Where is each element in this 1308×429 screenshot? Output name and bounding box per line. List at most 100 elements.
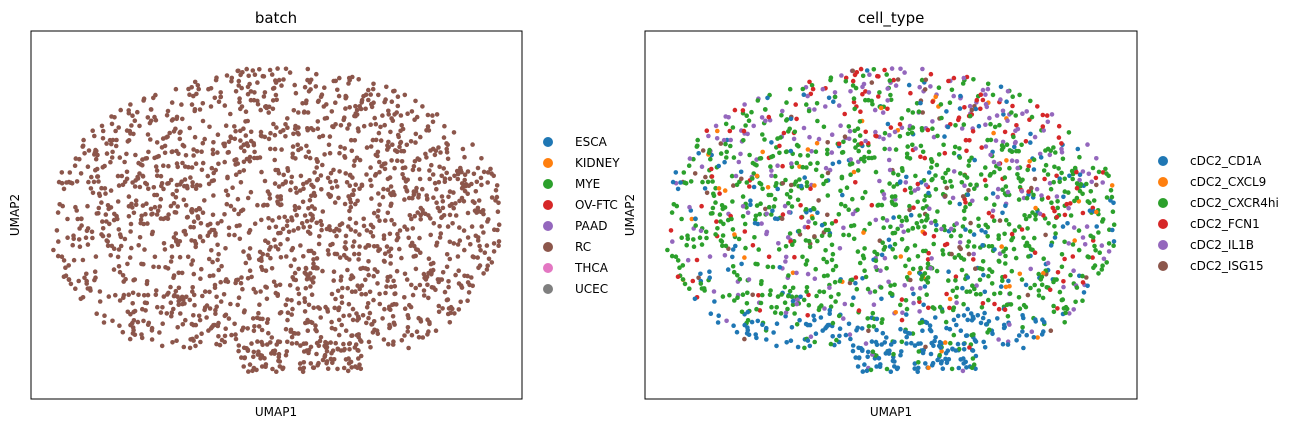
scatter-point: [180, 160, 185, 166]
scatter-point: [776, 247, 782, 252]
scatter-point: [971, 232, 977, 237]
scatter-point: [438, 231, 444, 236]
scatter-point: [833, 263, 839, 269]
scatter-point: [388, 203, 394, 209]
scatter-point: [792, 254, 797, 260]
scatter-point: [775, 163, 780, 168]
scatter-point: [471, 171, 477, 177]
scatter-point: [197, 107, 203, 112]
scatter-point: [148, 206, 154, 212]
scatter-point: [157, 330, 162, 335]
scatter-point: [394, 268, 400, 274]
scatter-point: [917, 320, 923, 326]
scatter-point: [79, 216, 84, 221]
scatter-point: [832, 342, 837, 348]
scatter-point: [192, 108, 197, 114]
scatter-point: [903, 298, 909, 303]
scatter-point: [951, 169, 957, 174]
scatter-point: [1059, 170, 1064, 176]
scatter-point: [431, 260, 436, 266]
scatter-point: [395, 94, 401, 99]
scatter-point: [979, 145, 984, 150]
scatter-point: [706, 150, 712, 156]
scatter-point: [881, 192, 887, 197]
scatter-point: [456, 268, 462, 274]
scatter-point: [805, 313, 810, 318]
scatter-point: [237, 236, 243, 242]
scatter-point: [215, 150, 220, 155]
scatter-point: [1061, 279, 1066, 284]
scatter-point: [813, 331, 819, 337]
scatter-point: [279, 83, 284, 88]
scatter-point: [911, 205, 916, 210]
scatter-point: [402, 295, 407, 300]
scatter-point: [958, 246, 963, 252]
scatter-point: [416, 335, 422, 340]
scatter-point: [998, 84, 1004, 90]
scatter-point: [1062, 212, 1068, 218]
scatter-point: [919, 218, 924, 224]
scatter-point: [424, 193, 430, 198]
scatter-point: [844, 185, 850, 190]
scatter-point: [1010, 94, 1015, 99]
scatter-point: [209, 178, 215, 184]
scatter-point: [802, 175, 807, 180]
scatter-point: [442, 179, 448, 185]
scatter-point: [236, 68, 241, 74]
scatter-point: [930, 363, 935, 368]
scatter-point: [109, 114, 114, 119]
scatter-point: [1046, 221, 1051, 226]
scatter-point: [1066, 130, 1072, 135]
scatter-point: [317, 134, 322, 140]
scatter-point: [786, 273, 791, 278]
scatter-point: [734, 329, 740, 335]
scatter-point: [311, 275, 316, 280]
scatter-point: [347, 208, 352, 214]
cell-type-legend-marker: [1158, 177, 1168, 187]
scatter-point: [329, 109, 335, 114]
scatter-point: [987, 115, 992, 121]
scatter-point: [114, 137, 119, 143]
scatter-point: [943, 319, 949, 325]
scatter-point: [174, 161, 180, 166]
scatter-point: [357, 186, 362, 191]
batch-legend-marker: [543, 200, 553, 210]
scatter-point: [493, 188, 499, 193]
scatter-point: [293, 277, 299, 283]
scatter-point: [323, 304, 328, 310]
scatter-point: [329, 319, 334, 325]
scatter-point: [979, 305, 985, 310]
scatter-point: [813, 149, 819, 154]
scatter-point: [169, 254, 175, 260]
scatter-point: [1016, 295, 1022, 300]
scatter-point: [82, 275, 87, 281]
cell-type-points: [665, 66, 1117, 375]
scatter-point: [928, 266, 933, 271]
scatter-point: [810, 216, 815, 221]
scatter-point: [920, 110, 925, 115]
scatter-point: [222, 141, 227, 147]
scatter-point: [88, 186, 94, 191]
scatter-point: [786, 293, 791, 299]
scatter-point: [385, 210, 391, 216]
scatter-point: [1052, 164, 1057, 170]
scatter-point: [918, 154, 923, 160]
scatter-point: [940, 309, 945, 314]
scatter-point: [386, 112, 392, 117]
scatter-point: [986, 319, 992, 324]
scatter-point: [1004, 99, 1009, 104]
scatter-point: [1100, 170, 1106, 175]
scatter-point: [954, 294, 959, 300]
scatter-point: [1031, 167, 1037, 172]
scatter-point: [413, 140, 418, 145]
scatter-point: [352, 345, 358, 350]
scatter-point: [342, 346, 347, 352]
scatter-point: [913, 173, 918, 179]
scatter-point: [84, 228, 90, 234]
scatter-point: [1100, 263, 1105, 269]
scatter-point: [387, 175, 393, 180]
scatter-point: [225, 175, 230, 181]
scatter-point: [282, 214, 288, 220]
scatter-point: [495, 209, 501, 214]
scatter-point: [812, 339, 817, 345]
